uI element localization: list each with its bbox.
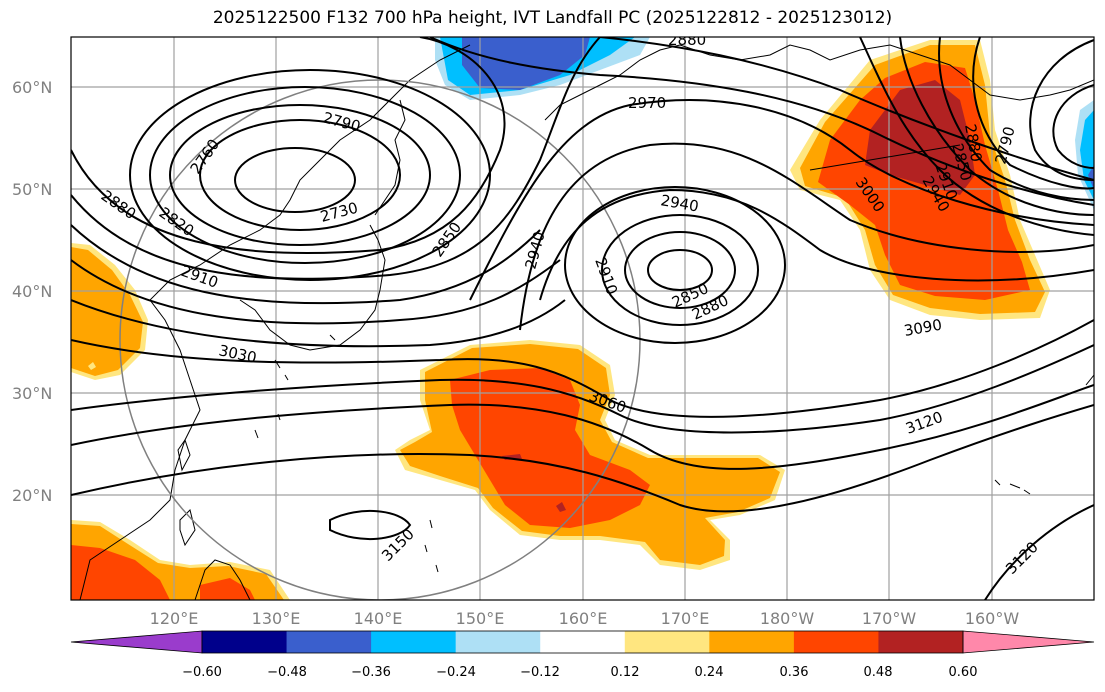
ivt-positive-central-dark2: [556, 502, 566, 512]
ivt-positive-central-red: [450, 368, 650, 528]
colorbar-segment: [624, 631, 710, 653]
colorbar-outline: [201, 630, 964, 654]
height-contours: [71, 37, 1094, 600]
colorbar-segment: [371, 631, 457, 653]
colorbar-segment: [709, 631, 795, 653]
colorbar: [70, 630, 1095, 654]
map-frame: [70, 36, 1095, 601]
colorbar-extend-low: [70, 630, 203, 654]
lat-label: 40°N: [12, 282, 52, 301]
lat-label: 30°N: [12, 384, 52, 403]
colorbar-segment: [202, 631, 288, 653]
lon-label: 160°W: [965, 609, 1020, 628]
lat-labels: 60°N 50°N 40°N 30°N 20°N: [12, 78, 52, 505]
colorbar-tick-label: 0.12: [611, 665, 640, 680]
colorbar-tick-label: −0.48: [267, 665, 307, 680]
landfall-radius-circle: [119, 79, 641, 600]
lon-label: 130°E: [252, 609, 301, 628]
ivt-positive-sw-red: [71, 545, 170, 600]
colorbar-segment: [286, 631, 372, 653]
colorbar-tick-label: −0.36: [351, 665, 391, 680]
lon-label: 140°E: [354, 609, 403, 628]
lon-label: 170°W: [862, 609, 917, 628]
colorbar-tick-label: 0.48: [864, 665, 893, 680]
colorbar-tick-label: 0.24: [695, 665, 724, 680]
lat-label: 20°N: [12, 486, 52, 505]
ivt-negative-ne-corner-blue: [1088, 165, 1094, 190]
lon-label: 150°E: [456, 609, 505, 628]
colorbar-tick-label: −0.60: [182, 665, 222, 680]
lon-label: 160°E: [559, 609, 608, 628]
colorbar-tick-label: 0.36: [780, 665, 809, 680]
ivt-positive-ne-dark: [865, 80, 975, 195]
colorbar-segment: [878, 631, 964, 653]
contour-label: 2880: [668, 31, 706, 49]
ivt-negative-top-blue: [462, 37, 590, 90]
lat-label: 60°N: [12, 78, 52, 97]
ivt-positive-west-dot: [88, 362, 96, 370]
colorbar-tick-label: −0.24: [436, 665, 476, 680]
colorbar-segment: [540, 631, 626, 653]
contour-label: 2970: [628, 94, 666, 112]
ivt-shading: [71, 37, 1094, 600]
colorbar-tick-label: 0.60: [949, 665, 978, 680]
lat-label: 50°N: [12, 180, 52, 199]
lon-labels: 120°E 130°E 140°E 150°E 160°E 170°E 180°…: [150, 609, 1020, 628]
colorbar-segment: [793, 631, 879, 653]
colorbar-tick-label: −0.12: [520, 665, 560, 680]
colorbar-extend-high: [962, 630, 1095, 654]
lon-label: 120°E: [150, 609, 199, 628]
map-title: 2025122500 F132 700 hPa height, IVT Land…: [212, 8, 893, 28]
lon-label: 170°E: [661, 609, 710, 628]
colorbar-segment: [455, 631, 541, 653]
ivt-positive-sw-red2: [200, 578, 255, 600]
gridlines: [71, 37, 1094, 600]
colorbar-labels: −0.60 −0.48 −0.36 −0.24 −0.12 0.12 0.24 …: [182, 665, 977, 680]
lon-label: 180°W: [760, 609, 815, 628]
